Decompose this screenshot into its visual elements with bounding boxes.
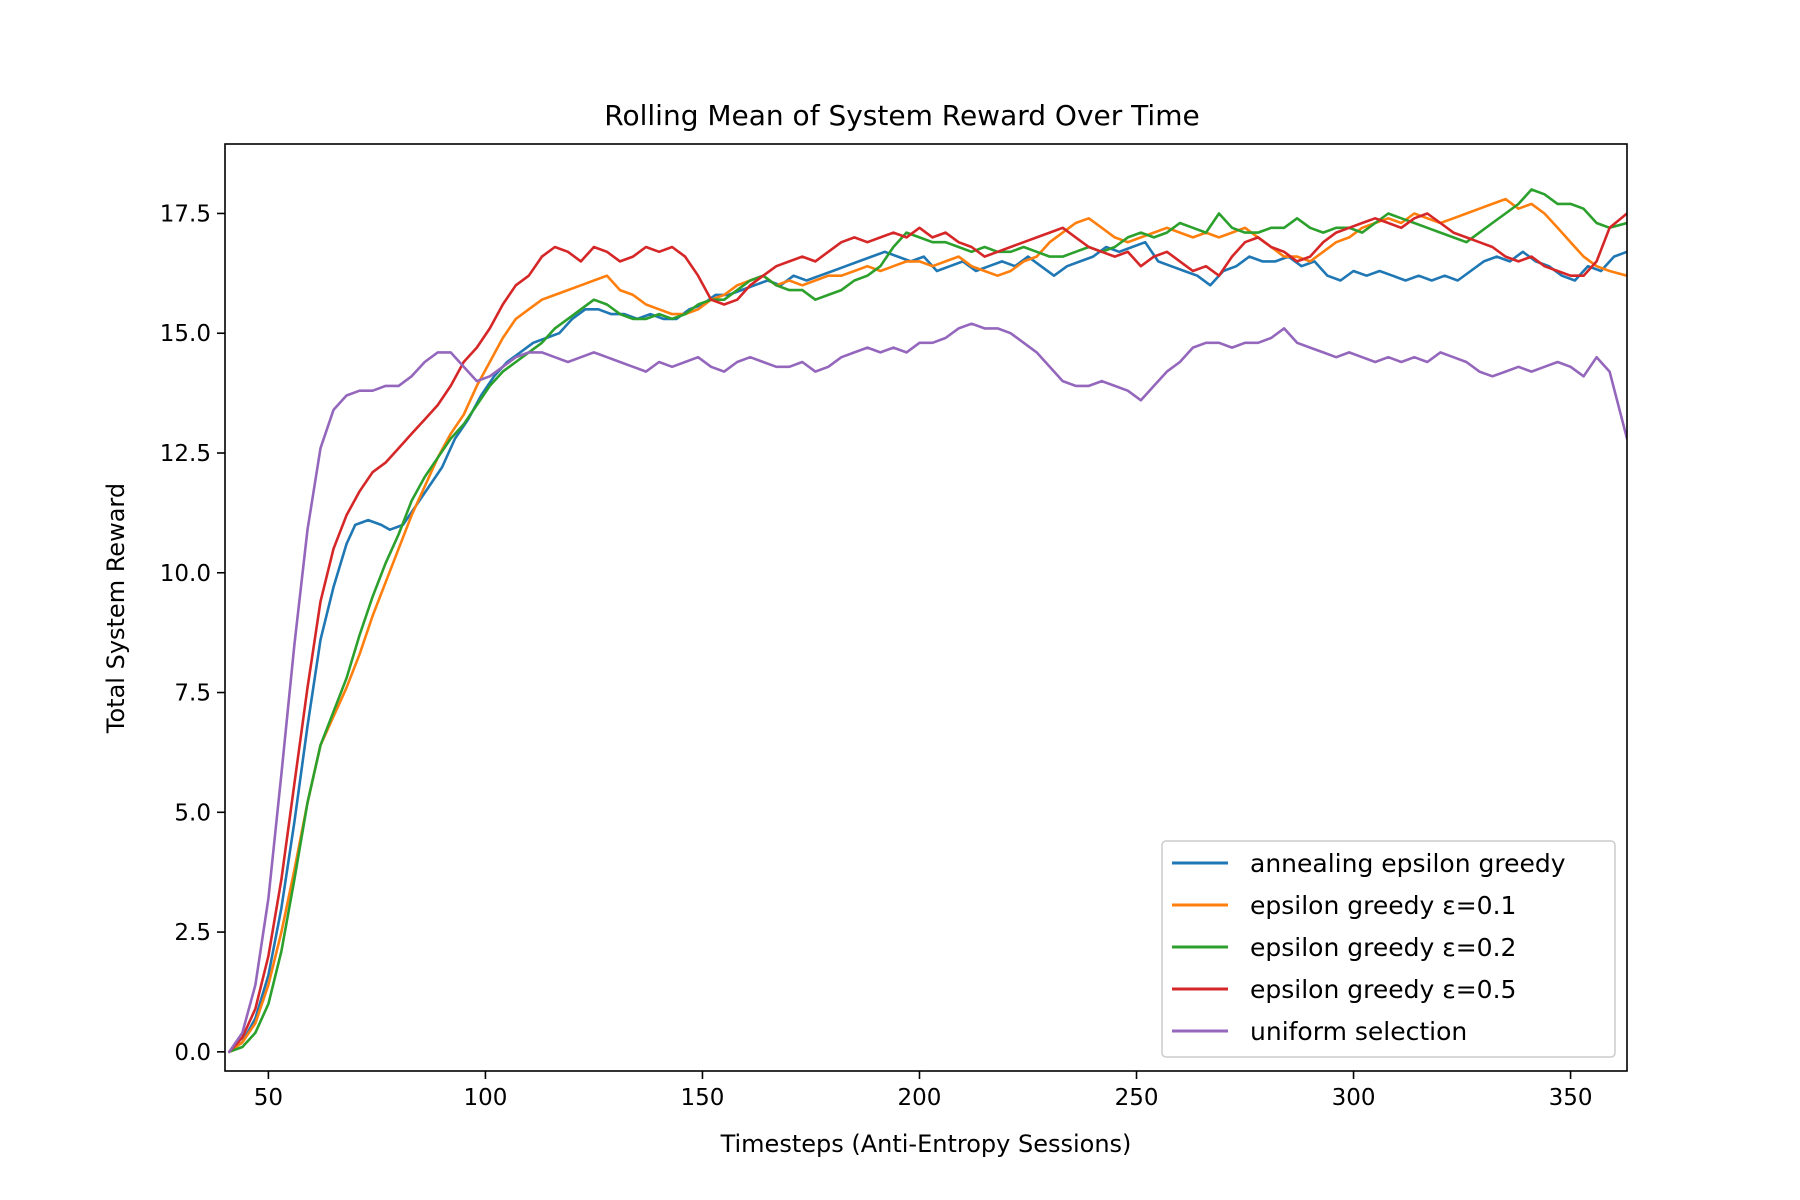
- series-line-1: [228, 240, 1627, 1054]
- legend-label: annealing epsilon greedy: [1250, 849, 1566, 878]
- y-tick-label: 10.0: [160, 561, 211, 587]
- legend: annealing epsilon greedy epsilon greedy ε…: [1161, 840, 1616, 1058]
- y-tick-label: 2.5: [174, 920, 211, 946]
- legend-label: epsilon greedy ε=0.5: [1250, 975, 1516, 1004]
- plot-frame: [224, 143, 1628, 1072]
- x-tick-label: 200: [898, 1085, 942, 1111]
- x-tick-label: 50: [254, 1085, 283, 1111]
- y-tick-label: 17.5: [160, 201, 211, 227]
- chart-title: Rolling Mean of System Reward Over Time: [604, 99, 1199, 132]
- y-tick-label: 7.5: [174, 681, 211, 707]
- legend-label: epsilon greedy ε=0.2: [1250, 933, 1516, 962]
- y-tick-label: 15.0: [160, 321, 211, 347]
- y-tick-label: 5.0: [174, 800, 211, 826]
- x-axis-label: Timesteps (Anti-Entropy Sessions): [720, 1130, 1132, 1158]
- legend-label: uniform selection: [1250, 1017, 1467, 1046]
- x-tick-label: 150: [681, 1085, 725, 1111]
- y-tick-label: 12.5: [160, 441, 211, 467]
- x-tick-label: 350: [1549, 1085, 1593, 1111]
- legend-items: annealing epsilon greedy epsilon greedy ε…: [1172, 849, 1566, 1046]
- series-layer: [228, 188, 1627, 1054]
- x-tick-label: 250: [1115, 1085, 1159, 1111]
- legend-label: epsilon greedy ε=0.1: [1250, 891, 1516, 920]
- y-tick-label: 0.0: [174, 1040, 211, 1066]
- series-line-2: [228, 197, 1627, 1054]
- legend-box: [1161, 840, 1616, 1058]
- series-line-5: [228, 322, 1627, 1054]
- x-tick-label: 300: [1332, 1085, 1376, 1111]
- series-line-3: [228, 188, 1627, 1054]
- x-axis-ticks: 50 100 150 200 250 300 350: [254, 1071, 1593, 1111]
- x-tick-label: 100: [463, 1085, 507, 1111]
- y-axis-label: Total System Reward: [102, 483, 130, 734]
- y-axis-ticks: 0.0 2.5 5.0 7.5 10.0 12.5 15.0 17.5: [160, 201, 225, 1066]
